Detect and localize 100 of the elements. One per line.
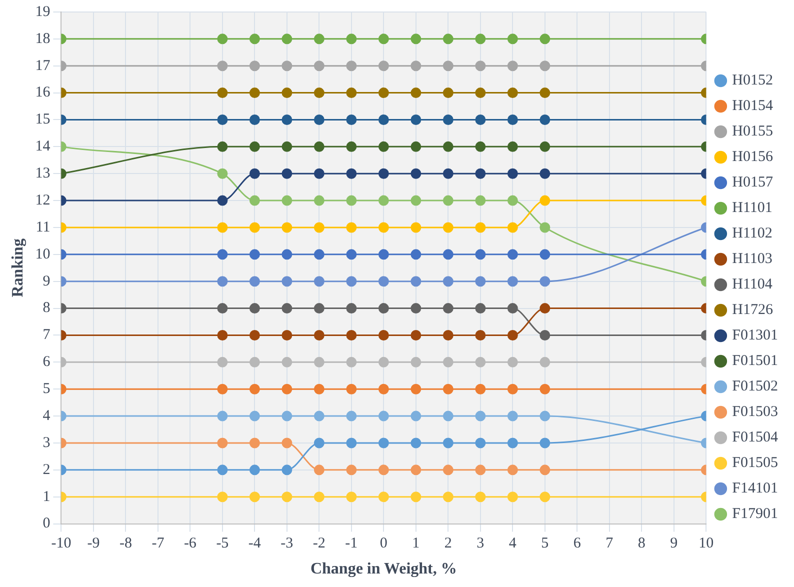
point xyxy=(475,410,486,422)
point xyxy=(540,222,550,233)
point xyxy=(507,303,518,314)
point xyxy=(217,492,228,502)
point xyxy=(249,384,260,394)
legend-label: H0157 xyxy=(732,174,774,191)
point xyxy=(442,438,454,448)
point xyxy=(346,60,357,72)
point xyxy=(314,410,324,422)
point xyxy=(249,60,260,72)
point xyxy=(507,195,518,206)
point xyxy=(540,168,550,179)
y-tick-label: 2 xyxy=(42,462,50,478)
point xyxy=(282,330,292,340)
point xyxy=(540,384,550,394)
point xyxy=(282,384,292,394)
point xyxy=(507,114,518,125)
point xyxy=(346,34,357,44)
point xyxy=(378,330,389,340)
x-tick-label: 9 xyxy=(670,536,678,552)
legend-label: F01505 xyxy=(732,455,778,472)
point xyxy=(378,249,389,260)
y-tick-label: 14 xyxy=(35,138,51,155)
point xyxy=(314,492,324,502)
point xyxy=(540,249,550,260)
point xyxy=(410,464,422,476)
point xyxy=(314,114,324,125)
y-tick-label: 9 xyxy=(42,273,50,290)
point xyxy=(378,303,389,314)
point xyxy=(540,34,550,44)
point xyxy=(314,34,324,44)
legend-label: F01503 xyxy=(732,404,778,420)
point xyxy=(217,114,228,125)
point xyxy=(346,168,357,179)
point xyxy=(314,303,324,314)
point xyxy=(540,276,550,287)
point xyxy=(282,492,292,502)
point xyxy=(507,34,518,44)
point xyxy=(378,276,389,287)
legend-label: H0154 xyxy=(732,98,774,114)
point xyxy=(410,303,422,314)
point xyxy=(507,356,518,368)
x-tick-label: 1 xyxy=(412,536,420,552)
point xyxy=(249,249,260,260)
point xyxy=(410,34,422,44)
x-tick-label: -1 xyxy=(345,536,358,552)
point xyxy=(442,114,454,125)
point xyxy=(217,88,228,98)
point xyxy=(442,34,454,44)
point xyxy=(378,410,389,422)
point xyxy=(507,410,518,422)
point xyxy=(346,356,357,368)
point xyxy=(410,141,422,152)
point xyxy=(410,438,422,448)
x-tick-label: 10 xyxy=(698,536,714,552)
point xyxy=(507,438,518,448)
point xyxy=(346,195,357,206)
point xyxy=(507,249,518,260)
point xyxy=(378,34,389,44)
point xyxy=(507,60,518,72)
point xyxy=(442,276,454,287)
point xyxy=(217,249,228,260)
point xyxy=(540,492,550,502)
point xyxy=(314,222,324,233)
point xyxy=(346,88,357,98)
y-tick-label: 0 xyxy=(42,516,50,532)
point xyxy=(249,356,260,368)
point xyxy=(217,60,228,72)
point xyxy=(475,195,486,206)
point xyxy=(410,330,422,340)
point xyxy=(378,492,389,502)
point xyxy=(346,222,357,233)
point xyxy=(475,464,486,476)
point xyxy=(475,330,486,340)
point xyxy=(282,141,292,152)
point xyxy=(378,222,389,233)
point xyxy=(217,410,228,422)
point xyxy=(410,356,422,368)
point xyxy=(346,276,357,287)
y-tick-label: 15 xyxy=(35,112,50,128)
point xyxy=(442,249,454,260)
point xyxy=(314,195,324,206)
point xyxy=(507,88,518,98)
x-tick-label: -7 xyxy=(152,536,165,552)
y-tick-label: 18 xyxy=(35,30,50,47)
point xyxy=(378,195,389,206)
x-tick-label: -2 xyxy=(312,536,326,552)
point xyxy=(410,60,422,72)
legend-label: H1103 xyxy=(732,251,772,268)
point xyxy=(346,410,357,422)
legend-label: H0152 xyxy=(732,72,773,89)
point xyxy=(282,410,292,422)
point xyxy=(217,384,228,394)
point xyxy=(442,222,454,233)
y-tick-label: 6 xyxy=(42,354,51,370)
point xyxy=(346,249,357,260)
point xyxy=(378,168,389,179)
x-tick-label: -5 xyxy=(216,536,229,552)
point xyxy=(442,168,454,179)
y-tick-label: 5 xyxy=(42,381,50,398)
